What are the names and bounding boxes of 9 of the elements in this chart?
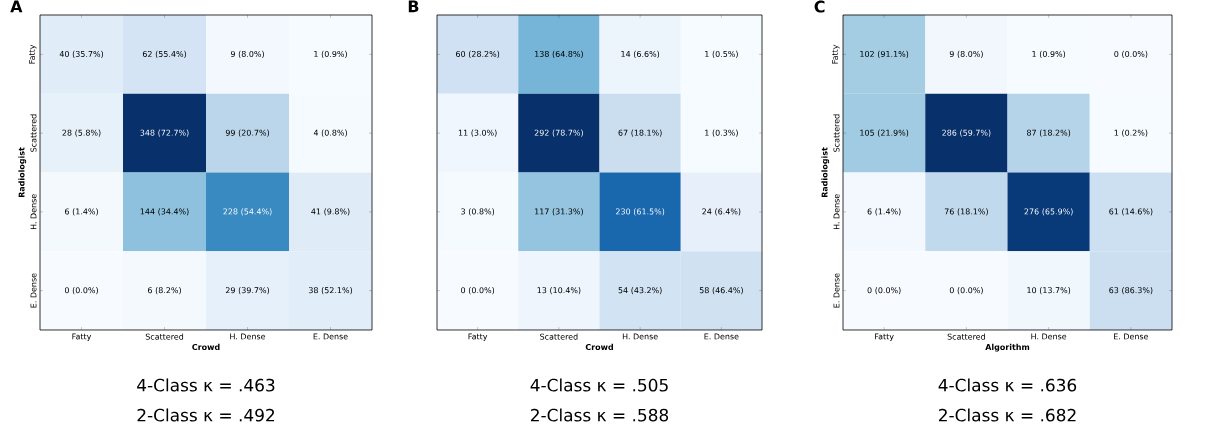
text: 2-Class κ = .588	[531, 408, 669, 422]
text: 4-Class κ = .463	[137, 378, 275, 392]
text: 4-Class κ = .636	[938, 378, 1077, 392]
text: 4-Class κ = .505	[530, 378, 668, 392]
text: 2-Class κ = .682	[939, 408, 1076, 422]
chart-title: B	[408, 0, 419, 13]
chart-title: C	[814, 0, 825, 13]
text: 2-Class κ = .492	[137, 408, 275, 422]
chart-title: A	[10, 0, 23, 13]
